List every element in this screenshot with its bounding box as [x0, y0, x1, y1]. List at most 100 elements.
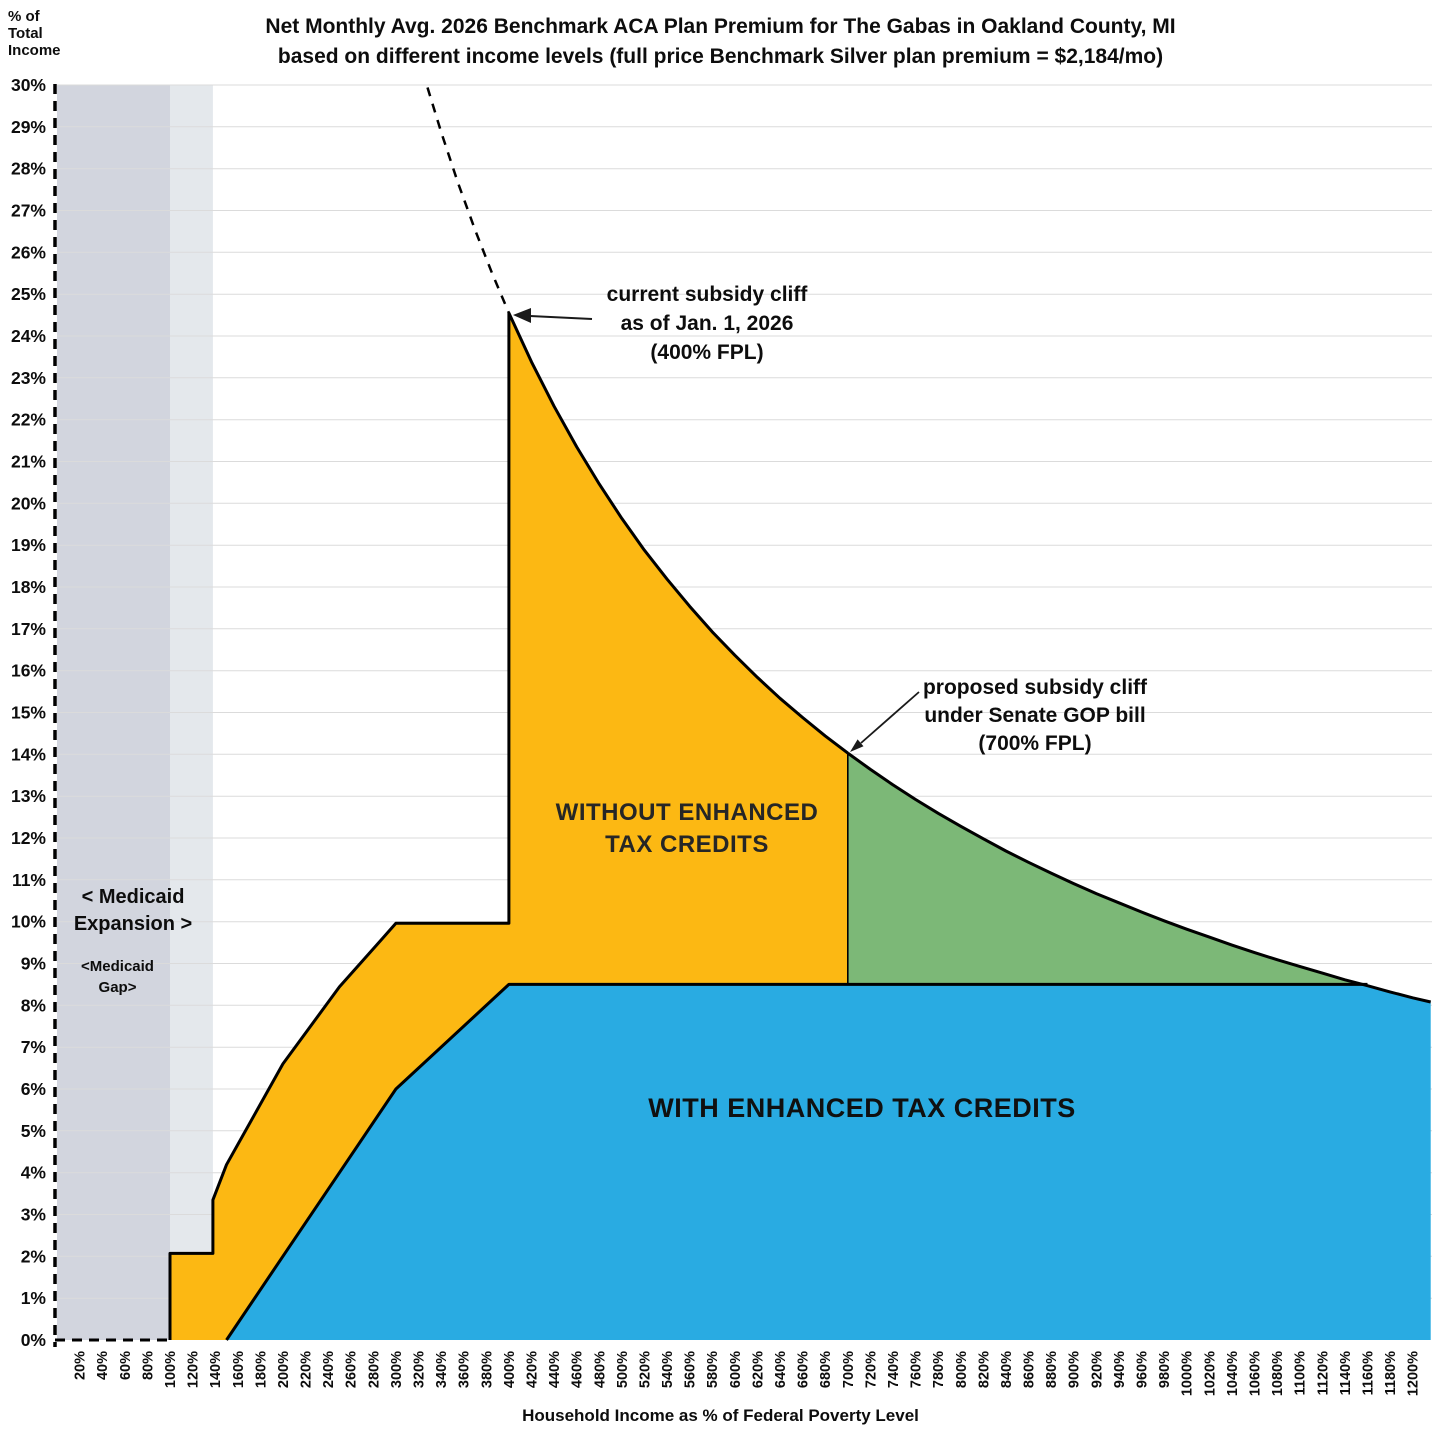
x-tick-label: 660%	[796, 1351, 812, 1388]
x-tick-label: 740%	[886, 1351, 902, 1388]
y-tick-label: 8%	[21, 995, 47, 1015]
x-tick-label: 540%	[660, 1351, 676, 1388]
x-tick-label: 340%	[434, 1351, 450, 1388]
x-tick-label: 860%	[1022, 1351, 1038, 1388]
x-tick-label: 980%	[1157, 1351, 1173, 1388]
x-tick-label: 280%	[366, 1351, 382, 1388]
x-tick-label: 680%	[818, 1351, 834, 1388]
y-tick-label: 3%	[21, 1205, 47, 1225]
arrow-proposed-cliff-line	[860, 691, 920, 744]
x-tick-label: 1140%	[1338, 1351, 1354, 1395]
y-tick-label: 11%	[12, 870, 46, 890]
x-tick-label: 240%	[321, 1351, 337, 1388]
y-tick-label: 6%	[21, 1079, 47, 1099]
x-tick-label: 1160%	[1361, 1351, 1377, 1395]
x-tick-label: 460%	[570, 1351, 586, 1388]
x-tick-label: 640%	[773, 1351, 789, 1388]
label-medicaid-gap: <Medicaid Gap>	[81, 958, 154, 996]
x-tick-label: 720%	[863, 1351, 879, 1388]
x-tick-label: 160%	[231, 1351, 247, 1388]
x-tick-label: 880%	[1044, 1351, 1060, 1388]
label-without-enhanced-credits: WITHOUT ENHANCED TAX CREDITS	[555, 799, 819, 858]
y-tick-label: 14%	[11, 744, 46, 764]
arrow-proposed-cliff-head	[850, 739, 864, 752]
y-tick-label: 12%	[11, 828, 46, 848]
boundary-full-price-right	[846, 751, 1432, 1004]
x-tick-label: 1000%	[1180, 1351, 1196, 1396]
y-axis-title: % of Total Income	[8, 8, 61, 59]
x-tick-label: 380%	[479, 1351, 495, 1388]
y-tick-label: 28%	[11, 159, 46, 179]
x-tick-label: 800%	[954, 1351, 970, 1388]
y-tick-label: 30%	[11, 75, 46, 95]
x-tick-label: 120%	[186, 1351, 202, 1388]
y-tick-label: 27%	[11, 201, 46, 221]
y-tick-label: 29%	[11, 117, 46, 137]
x-tick-label: 1020%	[1202, 1351, 1218, 1396]
y-tick-label: 1%	[21, 1288, 47, 1308]
x-tick-label: 40%	[95, 1351, 111, 1380]
x-tick-label: 620%	[750, 1351, 766, 1388]
x-tick-label: 260%	[344, 1351, 360, 1388]
x-tick-label: 840%	[999, 1351, 1015, 1388]
boundary-without-credits-top	[168, 311, 849, 1340]
y-tick-label: 5%	[21, 1121, 47, 1141]
x-tick-label: 760%	[909, 1351, 925, 1388]
y-tick-label: 25%	[11, 284, 46, 304]
x-tick-label: 60%	[118, 1351, 134, 1380]
x-tick-label: 820%	[976, 1351, 992, 1388]
y-tick-label: 16%	[11, 661, 46, 681]
x-tick-label: 140%	[208, 1351, 224, 1388]
label-medicaid-expansion: < Medicaid Expansion >	[73, 886, 193, 935]
x-tick-label: 220%	[299, 1351, 315, 1388]
y-tick-label: 9%	[21, 954, 47, 974]
y-tick-label: 4%	[21, 1163, 47, 1183]
y-tick-label: 23%	[11, 368, 46, 388]
y-tick-label: 17%	[11, 619, 46, 639]
y-tick-label: 18%	[11, 577, 46, 597]
arrow-current-cliff-head	[513, 308, 531, 323]
x-tick-label: 80%	[140, 1351, 156, 1380]
y-tick-label: 26%	[11, 242, 46, 262]
x-tick-label: 420%	[525, 1351, 541, 1388]
y-tick-label: 10%	[11, 912, 46, 932]
x-tick-label: 480%	[592, 1351, 608, 1388]
x-tick-label: 300%	[389, 1351, 405, 1388]
annotation-proposed-cliff: proposed subsidy cliff under Senate GOP …	[922, 676, 1148, 755]
x-tick-label: 900%	[1067, 1351, 1083, 1388]
area-with-enhanced-credits	[226, 984, 1431, 1340]
x-tick-label: 100%	[163, 1351, 179, 1388]
x-tick-label: 1120%	[1315, 1351, 1331, 1395]
y-tick-label: 0%	[21, 1330, 47, 1350]
y-tick-label: 24%	[11, 326, 46, 346]
arrow-current-cliff-line	[529, 315, 593, 320]
x-tick-label: 560%	[683, 1351, 699, 1388]
chart-title-line2: based on different income levels (full p…	[277, 45, 1164, 68]
x-tick-label: 20%	[73, 1351, 89, 1380]
x-tick-label: 1080%	[1270, 1351, 1286, 1396]
x-tick-label: 500%	[615, 1351, 631, 1388]
x-tick-label: 1200%	[1406, 1351, 1422, 1396]
x-tick-label: 920%	[1089, 1351, 1105, 1388]
x-tick-label: 360%	[457, 1351, 473, 1388]
x-tick-label: 1100%	[1293, 1351, 1309, 1395]
x-axis-title: Household Income as % of Federal Poverty…	[522, 1406, 919, 1425]
y-tick-label: 13%	[11, 786, 46, 806]
x-tick-label: 780%	[931, 1351, 947, 1388]
x-tick-label: 200%	[276, 1351, 292, 1388]
x-tick-label: 180%	[253, 1351, 269, 1388]
full-price-dashed-curve	[426, 87, 511, 314]
y-tick-label: 19%	[11, 535, 46, 555]
boundary-with-credits-top	[225, 982, 1368, 1341]
x-tick-label: 1060%	[1248, 1351, 1264, 1396]
x-tick-label: 440%	[547, 1351, 563, 1388]
x-tick-label: 600%	[728, 1351, 744, 1388]
x-tick-label: 520%	[637, 1351, 653, 1388]
y-tick-label: 22%	[11, 410, 46, 430]
area-proposed-senate-bill	[847, 753, 1368, 986]
x-tick-label: 1180%	[1383, 1351, 1399, 1395]
x-tick-label: 1040%	[1225, 1351, 1241, 1396]
y-tick-label: 7%	[21, 1037, 47, 1057]
